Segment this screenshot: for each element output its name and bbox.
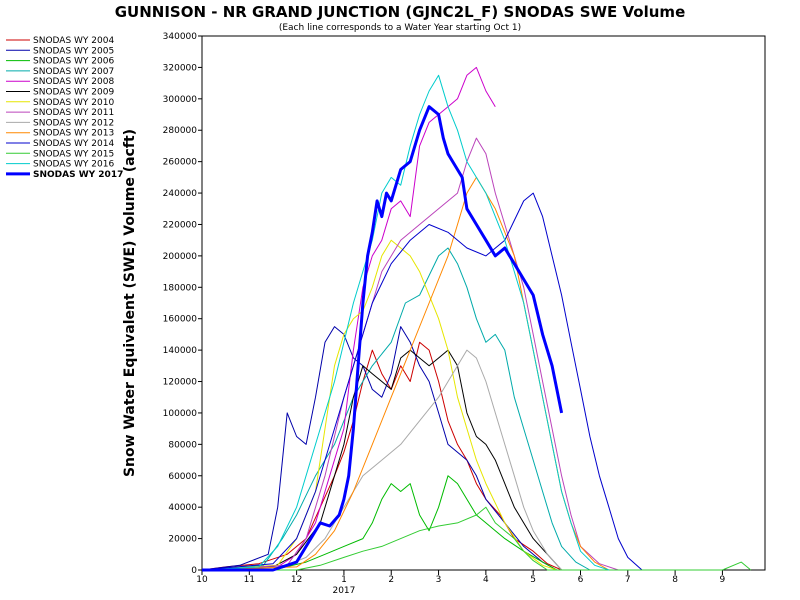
y-tick-label: 160000 bbox=[163, 315, 198, 325]
y-axis: 0 20000 40000 60000 80000 100000 120000 140000 1… bbox=[163, 32, 202, 576]
y-axis-title: Snow Water Equivalent (SWE) Volume (acft… bbox=[122, 129, 138, 477]
legend-label: SNODAS WY 2008 bbox=[33, 77, 114, 87]
series-line-11 bbox=[202, 506, 752, 571]
x-tick-label: 10 bbox=[196, 575, 208, 585]
y-tick-label: 120000 bbox=[163, 378, 198, 388]
y-tick-label: 0 bbox=[191, 566, 197, 576]
y-tick-label: 320000 bbox=[163, 63, 198, 73]
legend-label: SNODAS WY 2006 bbox=[33, 57, 114, 67]
y-tick-label: 60000 bbox=[168, 472, 197, 482]
x-tick-label: 7 bbox=[625, 575, 631, 585]
x-tick-label: 11 bbox=[244, 575, 255, 585]
legend-label: SNODAS WY 2009 bbox=[33, 88, 114, 98]
legend-label: SNODAS WY 2004 bbox=[33, 36, 114, 46]
legend-label: SNODAS WY 2015 bbox=[33, 149, 114, 159]
legend-label: SNODAS WY 2016 bbox=[33, 160, 114, 170]
series-line-13 bbox=[202, 105, 564, 572]
legend-label: SNODAS WY 2005 bbox=[33, 46, 114, 56]
series-line-5 bbox=[201, 349, 562, 571]
y-tick-label: 340000 bbox=[163, 32, 198, 42]
y-tick-label: 140000 bbox=[163, 346, 198, 356]
x-tick-label: 5 bbox=[530, 575, 536, 585]
legend-label: SNODAS WY 2010 bbox=[33, 98, 114, 108]
legend-label: SNODAS WY 2011 bbox=[33, 108, 114, 118]
legend-label: SNODAS WY 2012 bbox=[33, 118, 114, 128]
x-tick-label: 2 bbox=[388, 575, 394, 585]
series-line-2 bbox=[202, 475, 558, 571]
series-line-3 bbox=[201, 247, 591, 571]
y-tick-label: 240000 bbox=[163, 189, 198, 199]
x-year-label: 2017 bbox=[332, 586, 355, 596]
series-line-6 bbox=[201, 239, 557, 571]
chart-subtitle: (Each line corresponds to a Water Year s… bbox=[279, 23, 521, 33]
x-tick-label: 4 bbox=[483, 575, 489, 585]
y-tick-label: 40000 bbox=[168, 503, 197, 513]
x-tick-label: 8 bbox=[672, 575, 678, 585]
x-tick-label: 9 bbox=[720, 575, 726, 585]
x-axis: 10 11 12 1 2 3 4 5 6 7 8 9 bbox=[196, 570, 726, 585]
y-tick-label: 80000 bbox=[168, 440, 197, 450]
series-line-10 bbox=[201, 192, 643, 571]
plot-area bbox=[201, 35, 766, 571]
series-line-4 bbox=[201, 66, 496, 571]
x-tick-label: 12 bbox=[291, 575, 302, 585]
series-line-0 bbox=[201, 341, 562, 571]
x-tick-label: 6 bbox=[578, 575, 584, 585]
series-line-7 bbox=[201, 137, 619, 571]
y-tick-label: 100000 bbox=[163, 409, 198, 419]
legend-label: SNODAS WY 2013 bbox=[33, 129, 114, 139]
y-tick-label: 200000 bbox=[163, 252, 198, 262]
x-tick-label: 1 bbox=[341, 575, 347, 585]
x-tick-label: 3 bbox=[436, 575, 442, 585]
series-line-8 bbox=[201, 349, 562, 571]
y-tick-label: 300000 bbox=[163, 95, 198, 105]
y-tick-label: 220000 bbox=[163, 220, 198, 230]
y-tick-label: 260000 bbox=[163, 158, 198, 168]
y-tick-label: 20000 bbox=[168, 535, 197, 545]
y-tick-label: 280000 bbox=[163, 126, 198, 136]
y-tick-label: 180000 bbox=[163, 283, 198, 293]
series-group bbox=[201, 66, 752, 572]
series-line-12 bbox=[201, 74, 610, 571]
legend-label: SNODAS WY 2017 bbox=[33, 170, 123, 180]
legend-label: SNODAS WY 2014 bbox=[33, 139, 114, 149]
series-line-1 bbox=[201, 326, 558, 571]
plot-border bbox=[201, 35, 766, 571]
chart-title: GUNNISON - NR GRAND JUNCTION (GJNC2L_F) … bbox=[115, 3, 686, 21]
legend-label: SNODAS WY 2007 bbox=[33, 67, 114, 77]
